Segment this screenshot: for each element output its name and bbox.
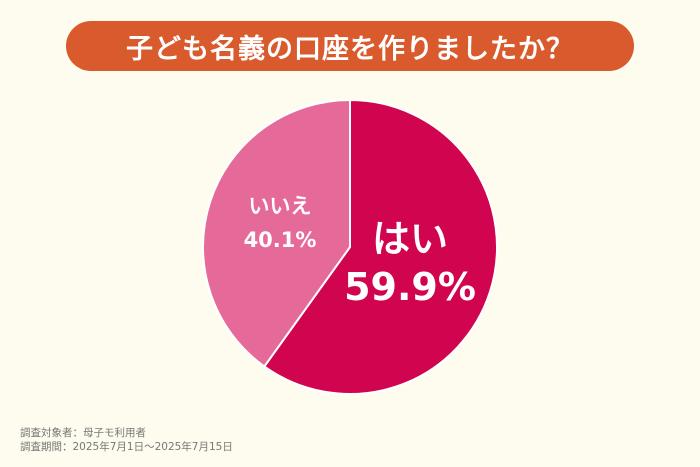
survey-subjects-note: 調査対象者：母子モ利用者 bbox=[20, 427, 146, 439]
slice-label-no: いいえ bbox=[249, 194, 312, 218]
chart-title: 子ども名義の口座を作りましたか？ bbox=[126, 33, 574, 65]
slice-label-yes: はい bbox=[372, 217, 448, 261]
survey-period-note: 調査期間：2025年7月1日〜2025年7月15日 bbox=[20, 441, 233, 453]
pie-slice-yes bbox=[262, 98, 498, 395]
title-banner: 子ども名義の口座を作りましたか？ bbox=[66, 21, 634, 71]
slice-value-yes: 59.9% bbox=[344, 265, 476, 309]
pie-slices bbox=[201, 98, 498, 395]
slice-value-no: 40.1% bbox=[244, 228, 317, 252]
pie-slice-no bbox=[201, 98, 351, 368]
